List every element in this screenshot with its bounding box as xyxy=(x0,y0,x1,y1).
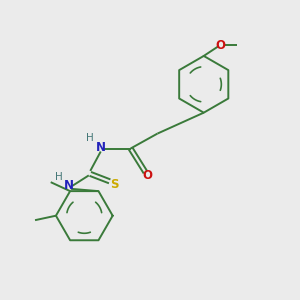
Text: O: O xyxy=(215,39,225,52)
Text: H: H xyxy=(55,172,63,182)
Text: N: N xyxy=(64,179,74,192)
Text: S: S xyxy=(110,178,118,191)
Text: O: O xyxy=(142,169,152,182)
Text: N: N xyxy=(96,140,106,154)
Text: H: H xyxy=(86,133,94,143)
